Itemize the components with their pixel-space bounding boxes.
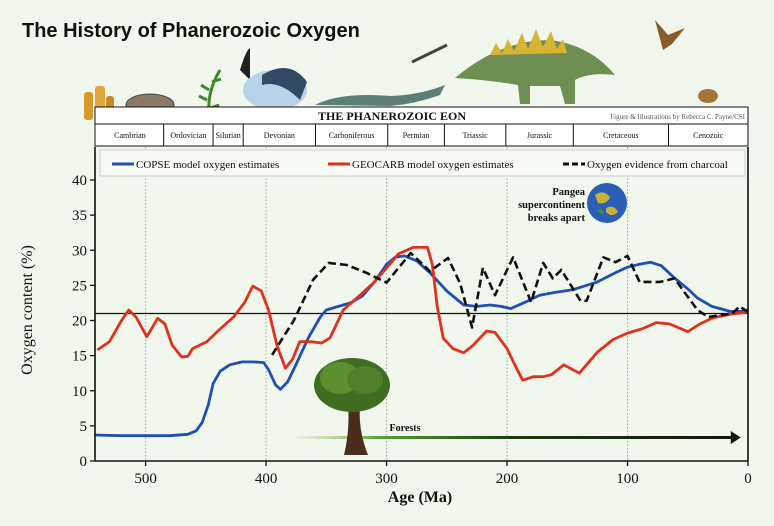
period-label: Cenozoic <box>693 131 724 140</box>
geocarb-series-line <box>96 246 749 382</box>
legend-label: GEOCARB model oxygen estimates <box>352 159 514 171</box>
tree-illustration <box>314 358 390 455</box>
y-tick-label: 5 <box>80 419 88 435</box>
x-tick-label: 100 <box>616 471 639 487</box>
period-label: Devonian <box>264 131 295 140</box>
x-tick-label: 200 <box>496 471 519 487</box>
forests-label: Forests <box>390 423 421 434</box>
dragonfly-illustration <box>411 43 448 64</box>
period-label: Permian <box>403 131 430 140</box>
y-tick-label: 10 <box>72 384 87 400</box>
y-tick-label: 35 <box>72 208 87 224</box>
legend-label: COPSE model oxygen estimates <box>136 159 279 171</box>
x-tick-label: 500 <box>134 471 157 487</box>
reptile-illustration <box>315 85 445 106</box>
y-tick-label: 30 <box>72 243 87 259</box>
legend-box <box>99 149 746 177</box>
period-label: Triassic <box>463 131 488 140</box>
period-label: Silurian <box>215 131 240 140</box>
period-label: Jurassic <box>527 131 553 140</box>
period-label: Cretaceous <box>603 131 639 140</box>
forests-arrow-shaft <box>290 436 733 439</box>
x-tick-label: 400 <box>255 471 278 487</box>
pangea-label-line: Pangea <box>552 187 585 198</box>
series <box>94 246 749 438</box>
periods-row <box>94 123 749 147</box>
x-axis-title: Age (Ma) <box>388 489 452 506</box>
mammal-illustration <box>698 89 718 103</box>
y-tick-label: 20 <box>72 314 87 330</box>
credit-text: Figure & Illustrations by Rebecca C. Pay… <box>610 113 745 121</box>
pangea-label-line: breaks apart <box>528 213 586 224</box>
y-axis-title: Oxygen content (%) <box>19 245 36 375</box>
pangea-label-line: supercontinent <box>518 200 585 211</box>
eon-header: THE PHANEROZOIC EON <box>318 109 466 123</box>
legend: COPSE model oxygen estimates GEOCARB mode… <box>112 159 728 171</box>
charcoal-series-line <box>271 251 749 356</box>
period-label: Ordovician <box>170 131 206 140</box>
chart-title: The History of Phanerozoic Oxygen <box>22 20 360 42</box>
x-tick-label: 300 <box>375 471 398 487</box>
pangea-annotation: Pangea supercontinent breaks apart <box>518 187 586 224</box>
forests-arrow: Forests <box>290 423 741 444</box>
y-tick-label: 0 <box>80 454 88 470</box>
legend-label: Oxygen evidence from charcoal <box>587 159 728 171</box>
globe-icon <box>587 183 627 223</box>
bird-illustration <box>655 20 685 50</box>
period-label: Carboniferous <box>329 131 375 140</box>
y-tick-label: 25 <box>72 278 87 294</box>
y-tick-label: 15 <box>72 349 87 365</box>
axes: 0 5 10 15 20 25 30 35 40 500 400 300 200 100 0 Age (Ma)… <box>19 147 752 506</box>
period-label: Cambrian <box>114 131 146 140</box>
fish-illustration <box>240 48 307 110</box>
stegosaurus-illustration <box>455 29 615 104</box>
x-tick-label: 0 <box>744 471 752 487</box>
periods: Cambrian Ordovician Silurian Devonian Carbon… <box>114 124 724 146</box>
y-tick-label: 40 <box>72 173 87 189</box>
arrow-head-icon <box>730 431 741 444</box>
